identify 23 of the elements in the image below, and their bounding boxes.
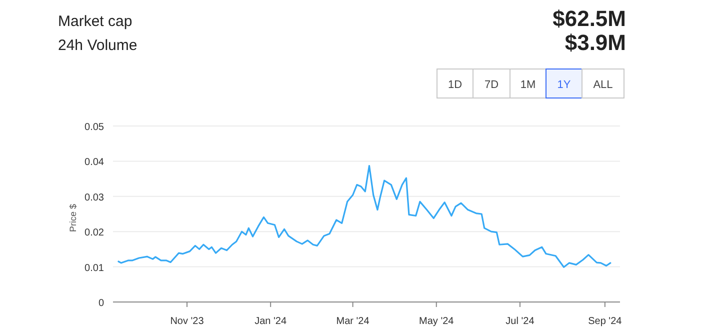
- text: 24h Volume: [58, 37, 138, 54]
- line-series: [118, 164, 612, 268]
- x-tick-label: Nov '23: [170, 316, 204, 327]
- text: 1M: [520, 79, 536, 91]
- x-tick-label: Jul '24: [506, 316, 535, 327]
- text: $3.9M: [564, 30, 626, 55]
- y-axis-title: Price $: [68, 204, 78, 232]
- x-tick-label: May '24: [419, 316, 454, 327]
- y-tick-label: 0.02: [84, 228, 104, 239]
- text: Market cap: [58, 13, 132, 30]
- x-tick-label: Sep '24: [588, 316, 622, 327]
- x-tick-label: Mar '24: [336, 316, 370, 327]
- y-tick-label: 0.03: [84, 192, 104, 204]
- x-tick-label: Jan '24: [254, 316, 287, 327]
- y-tick-label: 0.04: [84, 157, 104, 168]
- text: $62.5M: [552, 6, 626, 31]
- text: 1D: [448, 79, 462, 91]
- text: 1Y: [557, 79, 572, 91]
- y-tick-label: 0: [98, 298, 104, 309]
- text: ALL: [593, 79, 613, 91]
- text: 7D: [484, 79, 499, 91]
- y-tick-label: 0.05: [84, 122, 104, 133]
- y-tick-label: 0.01: [84, 262, 104, 274]
